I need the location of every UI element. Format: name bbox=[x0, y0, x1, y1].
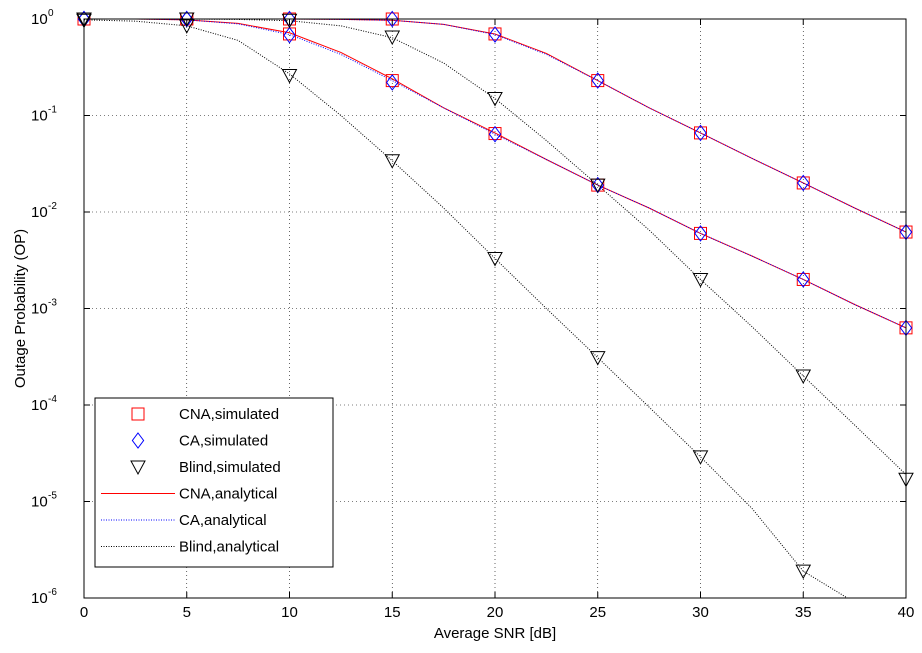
y-tick-label-base: 10 bbox=[31, 397, 48, 414]
x-tick-label: 0 bbox=[80, 604, 88, 621]
x-tick-label: 10 bbox=[281, 604, 298, 621]
y-tick-label-exponent: -3 bbox=[48, 298, 57, 309]
y-tick-label-base: 10 bbox=[31, 204, 48, 221]
marker-blind-simulated bbox=[589, 178, 606, 194]
marker-cna-simulated bbox=[488, 127, 502, 141]
legend-box bbox=[94, 397, 334, 568]
marker-blind-simulated bbox=[795, 369, 812, 385]
legend-entry: Blind,analytical bbox=[101, 539, 279, 556]
y-tick-label-exponent: -6 bbox=[48, 587, 57, 598]
legend-entry: CNA,simulated bbox=[131, 406, 279, 423]
x-tick-label: 30 bbox=[692, 604, 709, 621]
marker-blind-simulated bbox=[487, 92, 503, 107]
x-tick-label: 5 bbox=[183, 604, 191, 621]
marker-blind-simulated bbox=[281, 68, 298, 84]
legend-swatch bbox=[131, 407, 145, 421]
marker-ca-simulated bbox=[283, 26, 296, 44]
x-tick-label: 40 bbox=[898, 604, 915, 621]
legend-entry: Blind,simulated bbox=[130, 459, 281, 476]
marker-blind-simulated bbox=[76, 13, 92, 29]
legend-entry: CA,analytical bbox=[101, 512, 267, 529]
marker-blind-simulated bbox=[589, 351, 606, 366]
x-tick-label: 25 bbox=[589, 604, 606, 621]
legend-label: CNA,analytical bbox=[179, 486, 277, 503]
marker-blind-simulated bbox=[692, 450, 709, 465]
x-tick-label: 35 bbox=[795, 604, 812, 621]
x-tick-label: 15 bbox=[384, 604, 401, 621]
marker-ca-simulated bbox=[797, 271, 810, 288]
y-tick-label-exponent: -2 bbox=[48, 201, 57, 212]
y-tick-label-exponent: -5 bbox=[48, 491, 57, 502]
x-axis-label: Average SNR [dB] bbox=[434, 625, 556, 642]
y-tick-label-base: 10 bbox=[31, 11, 48, 28]
y-tick-label: 10 -4 bbox=[31, 394, 57, 414]
y-tick-label-exponent: -1 bbox=[48, 105, 57, 116]
legend-label: CNA,simulated bbox=[179, 406, 279, 423]
marker-blind-simulated bbox=[281, 13, 298, 29]
marker-blind-simulated bbox=[384, 154, 401, 169]
x-tick-labels: 0 5 10 15 20 25 30 35 40 bbox=[80, 604, 915, 621]
legend-label: Blind,simulated bbox=[179, 459, 281, 476]
marker-blind-simulated bbox=[795, 564, 812, 580]
marker-ca-simulated bbox=[488, 125, 502, 143]
legend: CNA,simulated CA,simulated Blind,simulated… bbox=[94, 397, 334, 568]
y-tick-label: 10 -3 bbox=[31, 298, 57, 318]
axis-ticks bbox=[83, 18, 907, 599]
marker-blind-simulated bbox=[487, 251, 503, 267]
y-tick-label-base: 10 bbox=[31, 301, 48, 318]
y-tick-label-base: 10 bbox=[31, 494, 48, 511]
legend-label: CA,analytical bbox=[179, 512, 267, 529]
y-tick-label: 10 0 bbox=[31, 8, 54, 28]
series-line-cna-analytical bbox=[84, 18, 907, 329]
marker-ca-simulated bbox=[488, 26, 502, 43]
legend-swatch bbox=[131, 432, 145, 449]
legend-label: Blind,analytical bbox=[179, 539, 279, 556]
y-axis-label: Outage Probability (OP) bbox=[12, 229, 29, 388]
legend-label: CA,simulated bbox=[179, 433, 268, 450]
legend-swatch bbox=[130, 460, 146, 476]
y-tick-label: 10 -5 bbox=[31, 491, 57, 511]
marker-ca-simulated bbox=[386, 74, 399, 91]
y-tick-label: 10 -6 bbox=[31, 587, 57, 607]
y-tick-label: 10 -1 bbox=[31, 105, 57, 125]
y-tick-label-exponent: -4 bbox=[48, 394, 57, 405]
marker-ca-simulated bbox=[591, 72, 604, 89]
legend-entry: CA,simulated bbox=[131, 432, 268, 450]
legend-entry: CNA,analytical bbox=[101, 486, 277, 503]
marker-blind-simulated bbox=[384, 30, 401, 46]
marker-cna-simulated bbox=[488, 27, 502, 41]
series-line-blind-analytical bbox=[83, 19, 848, 599]
marker-ca-simulated bbox=[694, 225, 707, 242]
series-line-ca-analytical bbox=[84, 18, 907, 329]
marker-ca-simulated bbox=[386, 10, 399, 28]
y-tick-label-base: 10 bbox=[31, 108, 48, 125]
y-tick-label-exponent: 0 bbox=[48, 8, 54, 19]
y-tick-label: 10 -2 bbox=[31, 201, 57, 221]
y-tick-label-base: 10 bbox=[31, 590, 48, 607]
marker-ca-simulated bbox=[797, 174, 810, 192]
marker-blind-simulated bbox=[692, 272, 709, 288]
x-tick-label: 20 bbox=[487, 604, 504, 621]
marker-ca-simulated bbox=[694, 124, 707, 142]
